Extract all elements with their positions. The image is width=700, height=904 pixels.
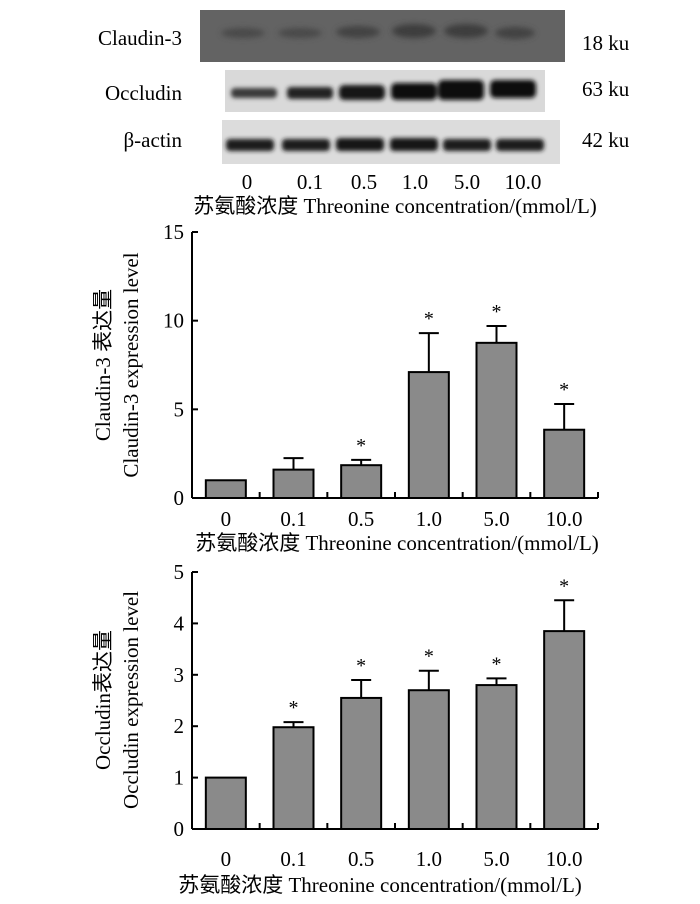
occludin-expression-chart: 0 1 2 3 4 5 0 * 0.1 * 0.5 * 1.0 * 5.0 * 10.0 Occludin表达量 O… <box>91 560 599 897</box>
blot-size-occludin: 63 ku <box>582 77 630 101</box>
claudin3-bar <box>272 468 315 499</box>
blot-label-occludin: Occludin <box>105 81 182 105</box>
claudin3-y-tick-label: 5 <box>174 397 185 421</box>
blot-lane-2: 0.5 <box>351 170 377 194</box>
occludin-category-label: 0.5 <box>348 847 374 871</box>
occludin-ylabel-cn: Occludin表达量 <box>91 630 115 770</box>
blot-strip-beta-actin <box>222 120 560 164</box>
occludin-ylabel: Occludin expression level <box>119 591 143 809</box>
blot-strip-occludin <box>225 70 545 112</box>
blot-lane-1: 0.1 <box>297 170 323 194</box>
claudin3-significance-marker: * <box>356 435 366 457</box>
blot-lane-4: 5.0 <box>454 170 480 194</box>
claudin3-category-label: 10.0 <box>546 507 583 531</box>
occludin-y-tick-label: 2 <box>174 714 185 738</box>
claudin3-xlabel: 苏氨酸浓度 Threonine concentration/(mmol/L) <box>195 531 599 555</box>
western-blot-panel: Claudin-3 Occludin β-actin 18 ku 63 ku 4… <box>98 10 630 218</box>
occludin-bar <box>407 689 450 830</box>
claudin3-category-label: 0.5 <box>348 507 374 531</box>
blot-strip-claudin3 <box>200 10 565 62</box>
occludin-y-tick-label: 5 <box>174 560 185 584</box>
occludin-significance-marker: * <box>356 655 366 677</box>
occludin-xlabel: 苏氨酸浓度 Threonine concentration/(mmol/L) <box>178 873 582 897</box>
occludin-category-label: 0 <box>221 847 232 871</box>
occludin-bar <box>475 684 518 830</box>
occludin-y-tick-label: 1 <box>174 766 185 790</box>
occludin-significance-marker: * <box>289 697 299 719</box>
claudin3-ylabel-cn: Claudin-3 表达量 <box>91 289 115 441</box>
claudin3-significance-marker: * <box>492 301 502 323</box>
claudin3-bar <box>204 479 247 499</box>
claudin3-category-label: 1.0 <box>416 507 442 531</box>
occludin-category-label: 1.0 <box>416 847 442 871</box>
blot-size-claudin3: 18 ku <box>582 31 630 55</box>
occludin-bar <box>340 696 383 830</box>
blot-label-claudin3: Claudin-3 <box>98 26 182 50</box>
occludin-y-tick-label: 0 <box>174 817 185 841</box>
occludin-bar <box>272 726 315 830</box>
claudin3-y-tick-label: 15 <box>163 220 184 244</box>
claudin3-category-label: 0 <box>221 507 232 531</box>
claudin3-category-label: 0.1 <box>280 507 306 531</box>
blot-label-beta-actin: β-actin <box>124 128 183 152</box>
blot-lane-5: 10.0 <box>505 170 542 194</box>
occludin-significance-marker: * <box>559 575 569 597</box>
occludin-bar <box>543 630 586 830</box>
claudin3-bar <box>340 464 383 499</box>
claudin3-expression-chart: 0 5 10 15 0 0.1 * 0.5 * 1.0 * 5.0 * 10.0 Claudin-3 表达量… <box>91 220 599 555</box>
occludin-category-label: 5.0 <box>483 847 509 871</box>
blot-lane-0: 0 <box>242 170 253 194</box>
claudin3-bar <box>475 341 518 500</box>
blot-size-beta-actin: 42 ku <box>582 128 630 152</box>
occludin-category-label: 10.0 <box>546 847 583 871</box>
claudin3-y-tick-label: 10 <box>163 309 184 333</box>
blot-lane-3: 1.0 <box>402 170 428 194</box>
claudin3-significance-marker: * <box>424 308 434 330</box>
claudin3-ylabel: Claudin-3 expression level <box>119 252 143 477</box>
claudin3-bar <box>543 428 586 499</box>
occludin-significance-marker: * <box>424 646 434 668</box>
claudin3-category-label: 5.0 <box>483 507 509 531</box>
claudin3-y-tick-label: 0 <box>174 486 185 510</box>
occludin-y-tick-label: 4 <box>174 611 185 635</box>
occludin-category-label: 0.1 <box>280 847 306 871</box>
occludin-significance-marker: * <box>492 653 502 675</box>
claudin3-significance-marker: * <box>559 379 569 401</box>
claudin3-bar <box>407 371 450 500</box>
blot-xlabel: 苏氨酸浓度 Threonine concentration/(mmol/L) <box>193 194 597 218</box>
occludin-bar <box>204 776 247 831</box>
occludin-y-tick-label: 3 <box>174 663 185 687</box>
